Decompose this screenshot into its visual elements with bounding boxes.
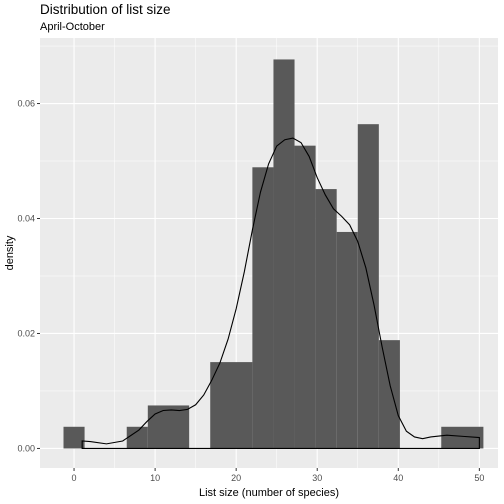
chart-title: Distribution of list size [40,2,171,17]
y-axis: 0.00 0.02 0.04 0.06 [17,99,40,453]
histogram-bar [378,340,400,449]
histogram-bar [294,145,316,449]
histogram-bar [336,231,358,449]
histogram-bars [63,59,484,449]
y-tick-label: 0.02 [17,328,35,338]
density-curve [81,137,480,450]
x-axis: 0 10 20 30 40 50 [72,468,484,483]
histogram-bar [441,426,484,449]
histogram-bar [315,189,337,449]
x-tick-label: 50 [474,473,484,483]
histogram-bar [63,426,85,449]
x-tick-label: 10 [150,473,160,483]
x-tick-label: 40 [393,473,403,483]
histogram-bar [210,362,253,449]
x-axis-label: List size (number of species) [199,487,339,499]
histogram-bar [252,167,274,449]
histogram-bar [357,124,379,449]
chart-subtitle: April-October [40,21,105,33]
y-axis-label: density [4,235,16,270]
histogram-bar [273,59,295,449]
histogram-bar [147,405,190,449]
x-tick-label: 30 [312,473,322,483]
x-tick-label: 0 [72,473,77,483]
y-tick-label: 0.00 [17,443,35,453]
y-tick-label: 0.06 [17,99,35,109]
histogram-bar [126,426,148,449]
x-tick-label: 20 [231,473,241,483]
y-tick-label: 0.04 [17,214,35,224]
